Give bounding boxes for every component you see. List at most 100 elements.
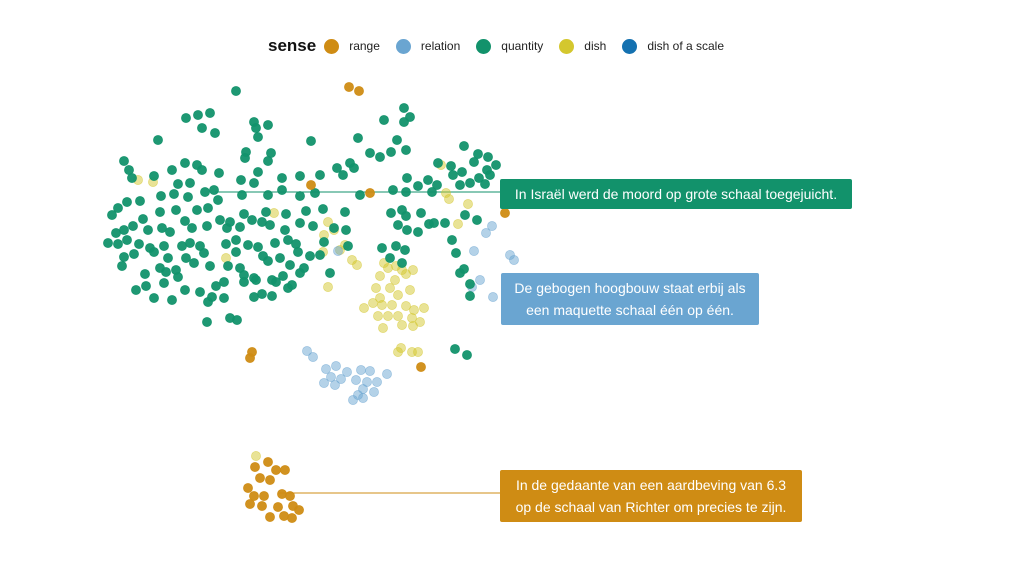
point-quantity	[169, 189, 179, 199]
point-quantity	[211, 281, 221, 291]
point-relation	[369, 387, 379, 397]
point-range	[245, 499, 255, 509]
point-quantity	[388, 185, 398, 195]
point-range	[416, 362, 426, 372]
point-quantity	[236, 175, 246, 185]
point-quantity	[197, 123, 207, 133]
point-quantity	[209, 185, 219, 195]
point-quantity	[416, 208, 426, 218]
point-quantity	[103, 238, 113, 248]
legend-title: sense	[268, 36, 317, 55]
point-relation	[308, 352, 318, 362]
point-dish	[383, 263, 393, 273]
point-quantity	[205, 108, 215, 118]
legend-label-dish-of-a-scale: dish of a scale	[647, 39, 725, 53]
point-range	[245, 353, 255, 363]
point-quantity	[480, 179, 490, 189]
point-quantity	[433, 158, 443, 168]
points-layer	[103, 82, 519, 523]
point-dish	[401, 269, 411, 279]
point-quantity	[386, 147, 396, 157]
point-quantity	[293, 247, 303, 257]
point-range	[265, 475, 275, 485]
point-quantity	[263, 190, 273, 200]
point-quantity	[399, 103, 409, 113]
point-quantity	[122, 235, 132, 245]
point-quantity	[485, 170, 495, 180]
point-quantity	[457, 167, 467, 177]
legend-label-dish: dish	[584, 39, 607, 53]
point-quantity	[267, 291, 277, 301]
point-quantity	[448, 170, 458, 180]
point-quantity	[455, 268, 465, 278]
point-quantity	[263, 120, 273, 130]
point-relation	[342, 367, 352, 377]
point-quantity	[253, 242, 263, 252]
point-quantity	[251, 123, 261, 133]
point-quantity	[295, 218, 305, 228]
point-quantity	[134, 239, 144, 249]
point-quantity	[149, 293, 159, 303]
point-quantity	[127, 173, 137, 183]
point-quantity	[223, 261, 233, 271]
legend-label-range: range	[349, 39, 380, 53]
point-relation	[326, 372, 336, 382]
point-quantity	[117, 261, 127, 271]
point-quantity	[278, 271, 288, 281]
point-range	[279, 511, 289, 521]
point-quantity	[283, 235, 293, 245]
point-quantity	[353, 133, 363, 143]
point-range	[277, 489, 287, 499]
point-dish	[408, 321, 418, 331]
point-dish	[387, 300, 397, 310]
point-quantity	[119, 156, 129, 166]
point-quantity	[332, 163, 342, 173]
point-quantity	[281, 209, 291, 219]
point-relation	[356, 365, 366, 375]
point-range	[255, 473, 265, 483]
point-dish	[383, 311, 393, 321]
point-quantity	[205, 261, 215, 271]
point-quantity	[308, 221, 318, 231]
point-quantity	[301, 206, 311, 216]
point-quantity	[413, 181, 423, 191]
point-quantity	[159, 278, 169, 288]
point-quantity	[210, 128, 220, 138]
point-quantity	[469, 157, 479, 167]
point-range	[273, 502, 283, 512]
point-quantity	[375, 152, 385, 162]
point-quantity	[239, 277, 249, 287]
point-quantity	[423, 175, 433, 185]
legend-label-relation: relation	[420, 39, 461, 53]
point-quantity	[149, 247, 159, 257]
legend-label-quantity: quantity	[501, 39, 544, 53]
point-quantity	[135, 196, 145, 206]
point-quantity	[122, 197, 132, 207]
point-quantity	[185, 238, 195, 248]
callout-quantity-text: In Israël werd de moord op grote schaal …	[514, 186, 838, 202]
point-dish	[352, 260, 362, 270]
point-dish	[373, 311, 383, 321]
point-dish	[397, 320, 407, 330]
point-dish	[401, 301, 411, 311]
point-quantity	[397, 258, 407, 268]
point-quantity	[165, 227, 175, 237]
point-quantity	[379, 115, 389, 125]
point-range	[263, 457, 273, 467]
point-quantity	[141, 281, 151, 291]
point-quantity	[399, 117, 409, 127]
point-quantity	[386, 208, 396, 218]
point-dish	[463, 199, 473, 209]
point-dish	[444, 194, 454, 204]
point-range	[306, 180, 316, 190]
point-quantity	[306, 136, 316, 146]
point-quantity	[237, 190, 247, 200]
point-dish	[413, 347, 423, 357]
point-quantity	[113, 239, 123, 249]
point-quantity	[173, 179, 183, 189]
point-quantity	[195, 287, 205, 297]
point-dish	[419, 303, 429, 313]
legend-item-dish-of-a-scale: dish of a scale	[622, 38, 725, 54]
point-quantity	[214, 168, 224, 178]
point-quantity	[285, 260, 295, 270]
